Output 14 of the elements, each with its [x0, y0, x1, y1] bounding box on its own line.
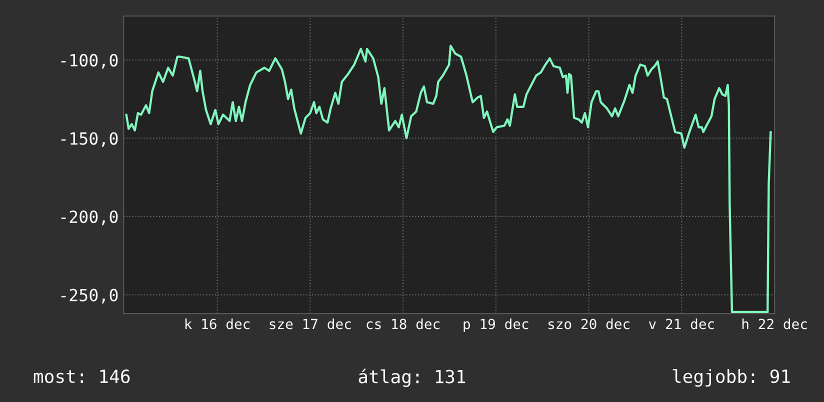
y-tick-label: -200,0 [61, 210, 118, 226]
x-tick-label: cs 18 dec [366, 318, 440, 330]
x-tick-label: sze 17 dec [270, 318, 351, 330]
x-tick-label: p 19 dec [464, 318, 528, 332]
text: legjobb: 91 [672, 369, 790, 387]
x-tick-label: h 22 dec [742, 318, 807, 330]
x-tick-label: szo 20 dec [548, 318, 630, 330]
y-tick-label: -100,0 [61, 54, 118, 69]
y-tick-label: -250,0 [61, 288, 118, 304]
x-tick-label: v 21 dec [648, 318, 714, 330]
text: most: 146 [34, 370, 130, 384]
x-tick-label: k 16 dec [185, 318, 250, 330]
text: átlag: 131 [358, 368, 466, 388]
y-tick-label: -150,0 [61, 132, 118, 147]
